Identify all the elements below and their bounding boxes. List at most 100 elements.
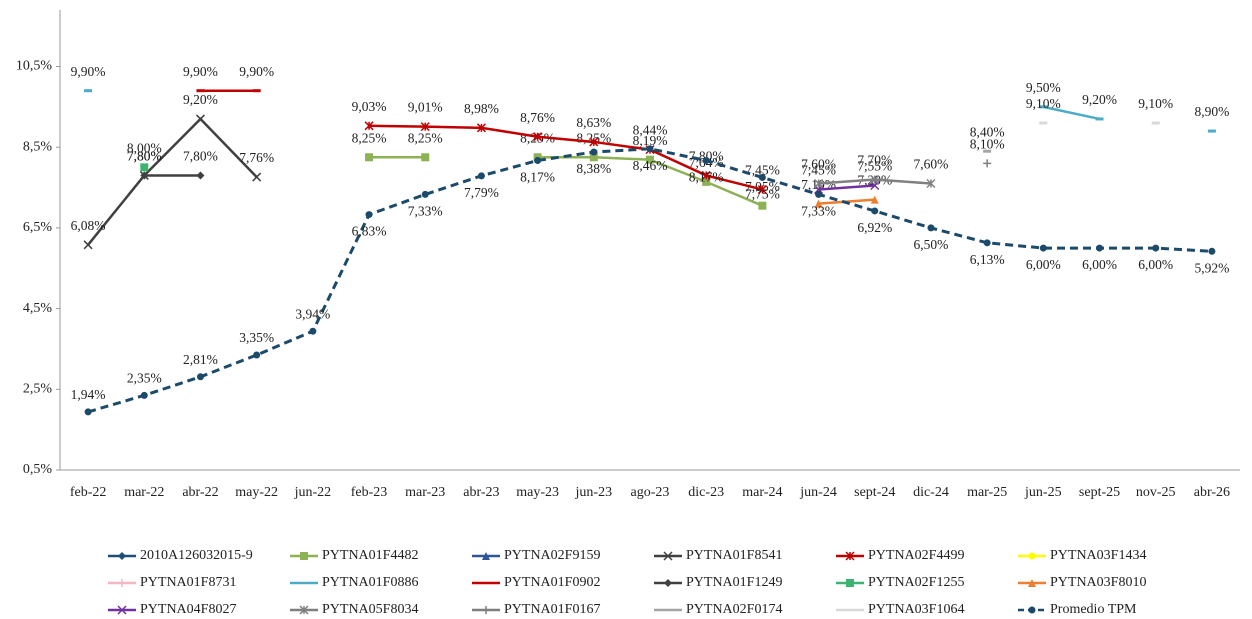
data-label: 6,00%: [1138, 257, 1173, 272]
legend-label: PYTNA01F0902: [504, 575, 600, 590]
data-point: [702, 177, 711, 186]
data-point: [533, 132, 543, 142]
legend-label: PYTNA02F9159: [504, 548, 600, 563]
data-label: 7,70%: [857, 153, 892, 168]
data-label: 5,92%: [1194, 260, 1229, 275]
data-point: [421, 153, 430, 162]
data-point: [195, 114, 206, 124]
data-point: [590, 148, 598, 156]
data-label: 8,90%: [1194, 104, 1229, 119]
legend-label: PYTNA04F8027: [140, 602, 236, 617]
data-label: 7,75%: [745, 187, 780, 202]
data-label: 7,55%: [857, 159, 892, 174]
x-tick-label: feb-22: [70, 485, 107, 500]
data-point: [701, 170, 711, 180]
data-point: [758, 173, 766, 181]
data-point: [814, 178, 824, 189]
data-point: [309, 327, 317, 335]
data-point: [927, 224, 935, 232]
data-label: 7,76%: [239, 150, 274, 165]
data-label: 7,60%: [801, 157, 836, 172]
data-label: 2,35%: [127, 370, 162, 385]
data-label: 7,60%: [914, 157, 949, 172]
data-label: 3,94%: [295, 306, 330, 321]
data-label: 7,80%: [127, 149, 162, 164]
data-point: [589, 153, 598, 162]
data-label: 9,20%: [1082, 92, 1117, 107]
legend-label: PYTNA02F1255: [868, 575, 964, 590]
data-label: 6,83%: [352, 224, 387, 239]
data-point: [757, 185, 767, 195]
data-label: 9,20%: [183, 92, 218, 107]
data-point: [646, 155, 654, 164]
data-label: 8,25%: [352, 130, 387, 145]
legend-marker: [663, 551, 673, 561]
data-label: 8,17%: [520, 170, 555, 185]
legend-marker: [1028, 606, 1036, 614]
data-point: [589, 137, 599, 147]
legend-marker: [117, 605, 127, 615]
legend-label: PYTNA03F1434: [1050, 548, 1146, 563]
legend-marker: [482, 606, 490, 614]
data-label: 8,38%: [576, 161, 611, 176]
series-line: [1043, 105, 1100, 121]
data-point: [983, 159, 992, 168]
legend-label: PYTNA01F8541: [686, 548, 782, 563]
legend-marker: [1028, 579, 1036, 587]
data-point: [196, 171, 205, 180]
data-label: 8,10%: [970, 136, 1005, 151]
data-point: [814, 199, 823, 208]
x-tick-label: jun-22: [294, 485, 332, 500]
legend-marker: [846, 579, 854, 587]
data-point: [476, 123, 486, 133]
data-label: 8,98%: [464, 101, 499, 116]
series-line: [818, 184, 875, 191]
legend-label: PYTNA01F4482: [322, 548, 418, 563]
data-point: [870, 174, 880, 185]
data-label: 6,00%: [1082, 257, 1117, 272]
data-point: [1152, 244, 1160, 252]
data-point: [253, 351, 261, 359]
data-label: 1,94%: [71, 387, 106, 402]
data-point: [1039, 244, 1047, 252]
legend-marker: [845, 551, 855, 561]
x-tick-label: dic-24: [913, 485, 949, 500]
x-tick-label: may-22: [235, 485, 278, 500]
legend-marker: [1028, 552, 1036, 560]
data-point: [83, 240, 93, 250]
legend-label: PYTNA01F1249: [686, 575, 782, 590]
legend-marker: [118, 579, 126, 587]
legend-label: PYTNA01F8731: [140, 575, 236, 590]
data-point: [477, 172, 485, 180]
legend-label: PYTNA01F0886: [322, 575, 418, 590]
data-label: 9,10%: [1138, 96, 1173, 111]
series-line: [87, 117, 258, 246]
data-label: 9,10%: [1026, 96, 1061, 111]
data-label: 6,08%: [71, 218, 106, 233]
data-label: 9,01%: [408, 100, 443, 115]
data-point: [196, 373, 204, 381]
data-label: 9,90%: [183, 64, 218, 79]
data-label: 6,92%: [857, 220, 892, 235]
y-tick-label: 10,5%: [16, 59, 53, 74]
x-tick-label: jun-24: [799, 485, 837, 500]
data-point: [815, 190, 823, 198]
legend-marker: [664, 579, 672, 587]
x-tick-label: may-23: [516, 485, 559, 500]
data-label: 8,25%: [408, 130, 443, 145]
legend-label: 2010A126032015-9: [140, 548, 253, 563]
data-label: 8,00%: [127, 140, 162, 155]
legend-marker: [482, 552, 490, 560]
data-label: 8,44%: [633, 123, 668, 138]
series-line: [369, 124, 763, 191]
legend-label: PYTNA05F8034: [322, 602, 418, 617]
data-label: 6,00%: [1026, 257, 1061, 272]
x-tick-label: mar-23: [405, 485, 445, 500]
data-label: 7,33%: [408, 203, 443, 218]
x-tick-label: jun-25: [1024, 485, 1062, 500]
y-tick-label: 6,5%: [23, 220, 53, 235]
legend-label: PYTNA03F8010: [1050, 575, 1146, 590]
data-label: 8,40%: [970, 124, 1005, 139]
data-point: [421, 190, 429, 198]
